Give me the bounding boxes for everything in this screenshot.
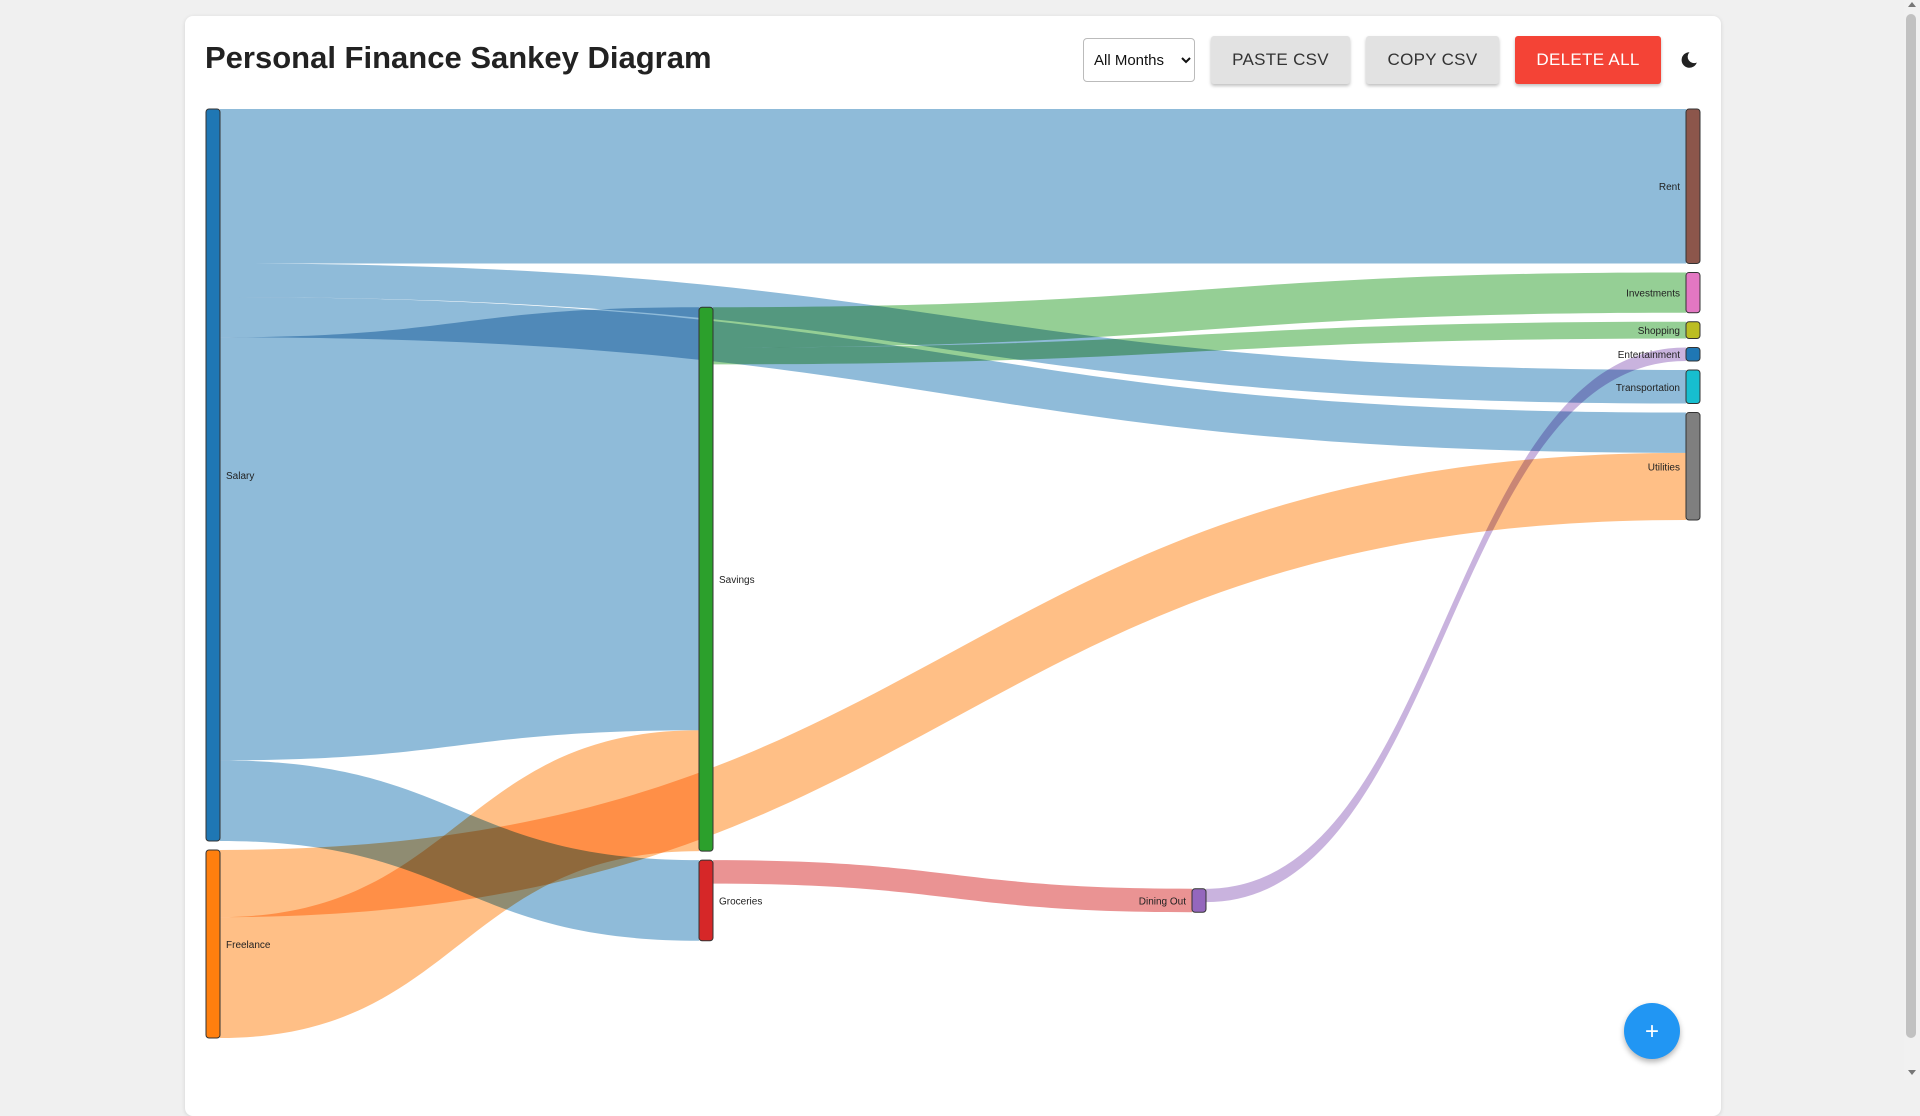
theme-toggle-button[interactable]	[1676, 47, 1702, 73]
delete-all-button[interactable]: DELETE ALL	[1515, 36, 1661, 84]
scroll-down-arrow-icon[interactable]	[1908, 1070, 1916, 1075]
page-title: Personal Finance Sankey Diagram	[205, 40, 712, 75]
copy-csv-button[interactable]: COPY CSV	[1366, 36, 1499, 84]
paste-csv-button[interactable]: PASTE CSV	[1211, 36, 1350, 84]
main-card	[185, 16, 1721, 1116]
scroll-up-arrow-icon[interactable]	[1908, 2, 1916, 7]
add-transaction-button[interactable]: +	[1624, 1003, 1680, 1059]
scrollbar-thumb[interactable]	[1906, 14, 1916, 1038]
month-filter-select[interactable]: All Months	[1083, 38, 1195, 82]
moon-icon	[1681, 52, 1697, 68]
